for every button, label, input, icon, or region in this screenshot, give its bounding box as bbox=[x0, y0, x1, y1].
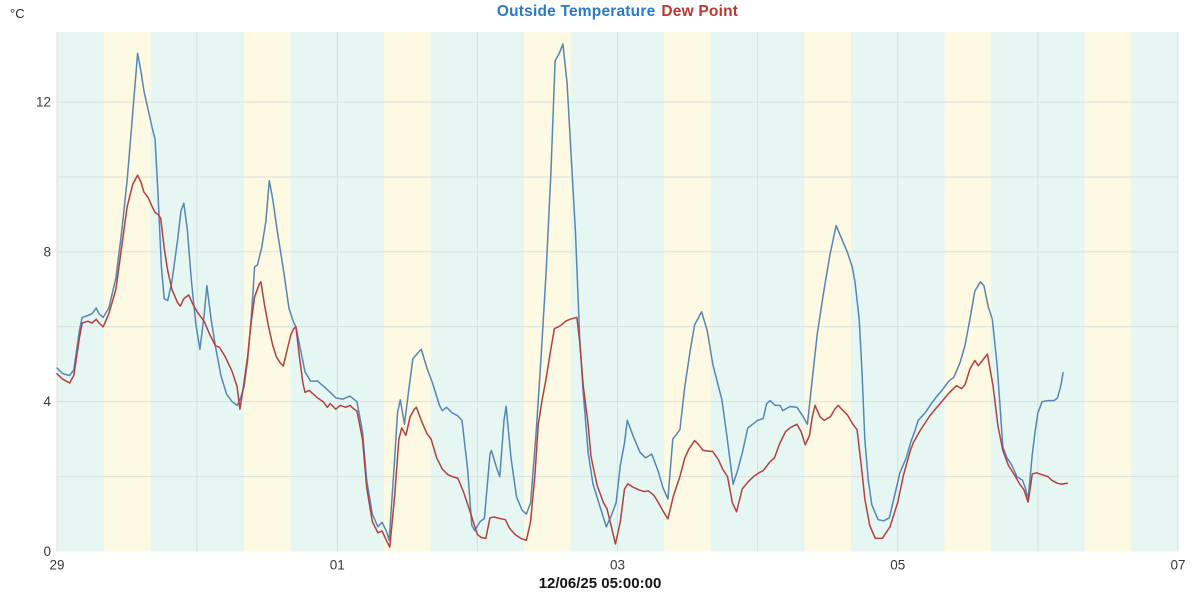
daytime-band bbox=[383, 32, 431, 552]
temperature-line bbox=[56, 43, 1064, 542]
daytime-band bbox=[103, 32, 151, 552]
x-tick-label: 07 bbox=[1170, 558, 1185, 573]
x-tick-label: 05 bbox=[890, 558, 905, 573]
x-tick-label: 03 bbox=[610, 558, 625, 573]
y-tick-label: 4 bbox=[43, 394, 51, 409]
daytime-band bbox=[664, 32, 711, 552]
dew-point-line bbox=[56, 174, 1069, 548]
current-timestamp: 12/06/25 05:00:00 bbox=[538, 575, 662, 592]
daytime-band bbox=[1084, 32, 1132, 552]
legend-temperature-label: Outside Temperature bbox=[496, 3, 656, 20]
daytime-band bbox=[243, 32, 291, 552]
chart-title: Outside Temperature Dew Point bbox=[57, 3, 1178, 21]
y-tick-label: 12 bbox=[36, 95, 51, 110]
x-tick-label: 01 bbox=[330, 558, 345, 573]
y-tick-label: 8 bbox=[43, 244, 51, 259]
y-axis-unit-label: °C bbox=[10, 6, 25, 21]
daytime-band bbox=[804, 32, 852, 552]
daytime-band bbox=[944, 32, 992, 552]
x-tick-label: 29 bbox=[49, 558, 64, 573]
daytime-band bbox=[524, 32, 571, 552]
legend-dew-point-label: Dew Point bbox=[661, 3, 739, 20]
y-tick-label: 0 bbox=[43, 544, 51, 559]
